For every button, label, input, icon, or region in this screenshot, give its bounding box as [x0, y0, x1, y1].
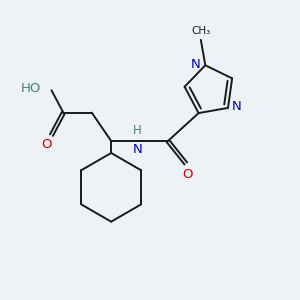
Text: N: N: [232, 100, 241, 113]
Text: H: H: [133, 124, 142, 137]
Text: O: O: [182, 168, 193, 181]
Text: N: N: [191, 58, 201, 71]
Text: O: O: [42, 138, 52, 151]
Text: HO: HO: [21, 82, 41, 95]
Text: CH₃: CH₃: [191, 26, 211, 36]
Text: N: N: [133, 142, 142, 155]
